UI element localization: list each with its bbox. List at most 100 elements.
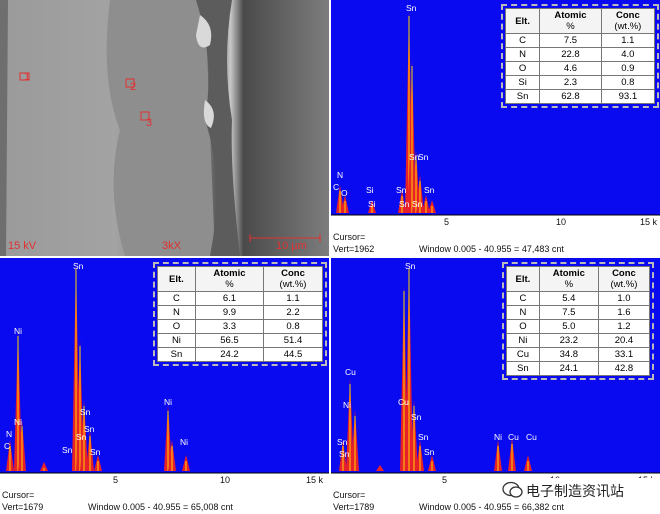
peak-label: C [333, 182, 339, 192]
header-row: Elt. Atomic% Conc (wt.%) [506, 266, 651, 292]
table-cell: 0.9 [600, 61, 656, 76]
x-tick-label: 15 k [640, 217, 658, 227]
wechat-icon [502, 481, 523, 498]
peak-label: N [6, 429, 12, 439]
table-cell: 5.4 [538, 291, 599, 306]
table-row: C 5.4 1.0 [506, 291, 651, 306]
peak-label: Cu [526, 432, 537, 442]
peak-label: Ni [164, 397, 172, 407]
peak-label: Sn [80, 407, 91, 417]
peak-label: Sn [406, 3, 417, 13]
eds-table: Elt. Atomic% Conc (wt.%) C 6.1 1.1 N 9.9 2.2 O 3.3 0… [153, 262, 327, 366]
peak-label: Sn [424, 185, 435, 195]
header-row: Elt. Atomic% Conc (wt.%) [157, 266, 323, 292]
header-sub: % [564, 279, 574, 290]
table-row: C 6.1 1.1 [157, 291, 323, 306]
header-text: Atomic [213, 268, 246, 279]
table-row: Ni 23.2 20.4 [506, 333, 651, 348]
table-row: C 7.5 1.1 [504, 33, 656, 48]
table-cell: 20.4 [597, 333, 651, 348]
peak-label: Sn [418, 432, 429, 442]
header-text: Elt. [515, 273, 531, 285]
peak-label: Cu [398, 397, 409, 407]
vert: Vert=1789 [333, 502, 375, 512]
table-row: O 5.0 1.2 [506, 319, 651, 334]
table-row: Sn 62.8 93.1 [504, 89, 656, 104]
header-sub: (wt.%) [610, 279, 638, 290]
spectrum-panel: Sn Ni Ni N C Sn Sn Ni Ni Sn Sn Sn 5 10 15 k Cursor= Vert… [0, 258, 329, 514]
point-label: 3 [146, 117, 152, 129]
peak-label: Ni [343, 400, 351, 410]
table-cell: C [506, 291, 540, 306]
peak-label: Sn [62, 445, 73, 455]
table-cell: Sn [506, 361, 540, 376]
vert: Vert=1679 [2, 502, 44, 512]
point-label: 2 [130, 81, 136, 93]
table-cell: N [506, 305, 540, 320]
cursor: Cursor= [333, 490, 366, 500]
table-cell: 24.2 [194, 347, 265, 362]
peak-label: Sn [339, 449, 350, 459]
vert: Vert=1962 [333, 244, 375, 254]
peak-label: Cu [508, 432, 519, 442]
peak-label: N [337, 170, 343, 180]
header-cell: Elt. [506, 266, 540, 292]
peak-label: Si [366, 185, 374, 195]
peak-label: Sn [418, 152, 429, 162]
table-row: N 22.8 4.0 [504, 47, 656, 62]
table-row: Si 2.3 0.8 [504, 75, 656, 90]
spectrum-panel: Sn Sn Sn N C O Si Si Sn Sn Sn Sn 5 10 15 k Cursor= Vert=… [331, 0, 660, 256]
peak-label: Ni [14, 326, 22, 336]
header-text: Conc [612, 268, 636, 279]
table-cell: O [506, 319, 540, 334]
peak-label: Sn [399, 199, 410, 209]
header-text: Conc [281, 268, 305, 279]
header-sub: (wt.%) [614, 21, 642, 32]
header-text: Elt. [515, 15, 530, 27]
sem-image: 1 2 3 15 kV 3kX 10 µm [0, 0, 329, 256]
peak-label: Sn [405, 261, 416, 271]
spectrum-panel: SnCuNiSnSnNiCuCuCuSnSnSn51015 kCursor=Ve… [331, 258, 660, 514]
table-cell: 34.8 [538, 347, 599, 362]
peak-label: Ni [14, 417, 22, 427]
peak-label: Sn [337, 437, 348, 447]
peak-label: Ni [180, 437, 188, 447]
table-cell: 1.2 [597, 319, 651, 334]
magnification: 3kX [162, 240, 182, 252]
cursor: Cursor= [333, 232, 366, 242]
table-cell: 42.8 [597, 361, 651, 376]
table-cell: 62.8 [539, 89, 602, 104]
table-row: Sn 24.1 42.8 [506, 361, 651, 376]
x-tick-label: 15 k [306, 475, 324, 485]
voltage: 15 kV [8, 240, 37, 252]
table-cell: Ni [506, 333, 540, 348]
peak [376, 465, 384, 471]
table-cell: Cu [506, 347, 540, 362]
peak-label: Sn [76, 432, 87, 442]
peak-label: Sn [396, 185, 407, 195]
table-cell: Si [504, 75, 541, 90]
table-cell: 1.6 [597, 305, 651, 320]
header-cell: Conc (wt.%) [597, 266, 651, 292]
peak-label: Sn [409, 152, 420, 162]
x-tick-label: 5 [444, 217, 450, 227]
window: Window 0.005 - 40.955 = 66,382 cnt [419, 502, 564, 512]
peak-label: Sn [73, 261, 84, 271]
peak-label: Si [368, 199, 376, 209]
window: Window 0.005 - 40.955 = 65,008 cnt [88, 502, 233, 512]
x-tick-label: 10 [556, 217, 567, 227]
header-sub: % [225, 279, 234, 290]
table-cell: 1.0 [597, 291, 651, 306]
peak-label: Sn [84, 424, 95, 434]
peak-label: O [341, 188, 348, 198]
table-cell: Sn [504, 89, 541, 104]
watermark-box: 电子制造资讯站 [502, 478, 658, 502]
x-tick-label: 5 [442, 475, 448, 485]
table-cell: 1.1 [600, 33, 656, 48]
scale: 10 µm [276, 240, 307, 252]
header-cell: Elt. [504, 8, 541, 34]
header-text: Conc [615, 10, 640, 21]
table-cell: 23.2 [538, 333, 599, 348]
